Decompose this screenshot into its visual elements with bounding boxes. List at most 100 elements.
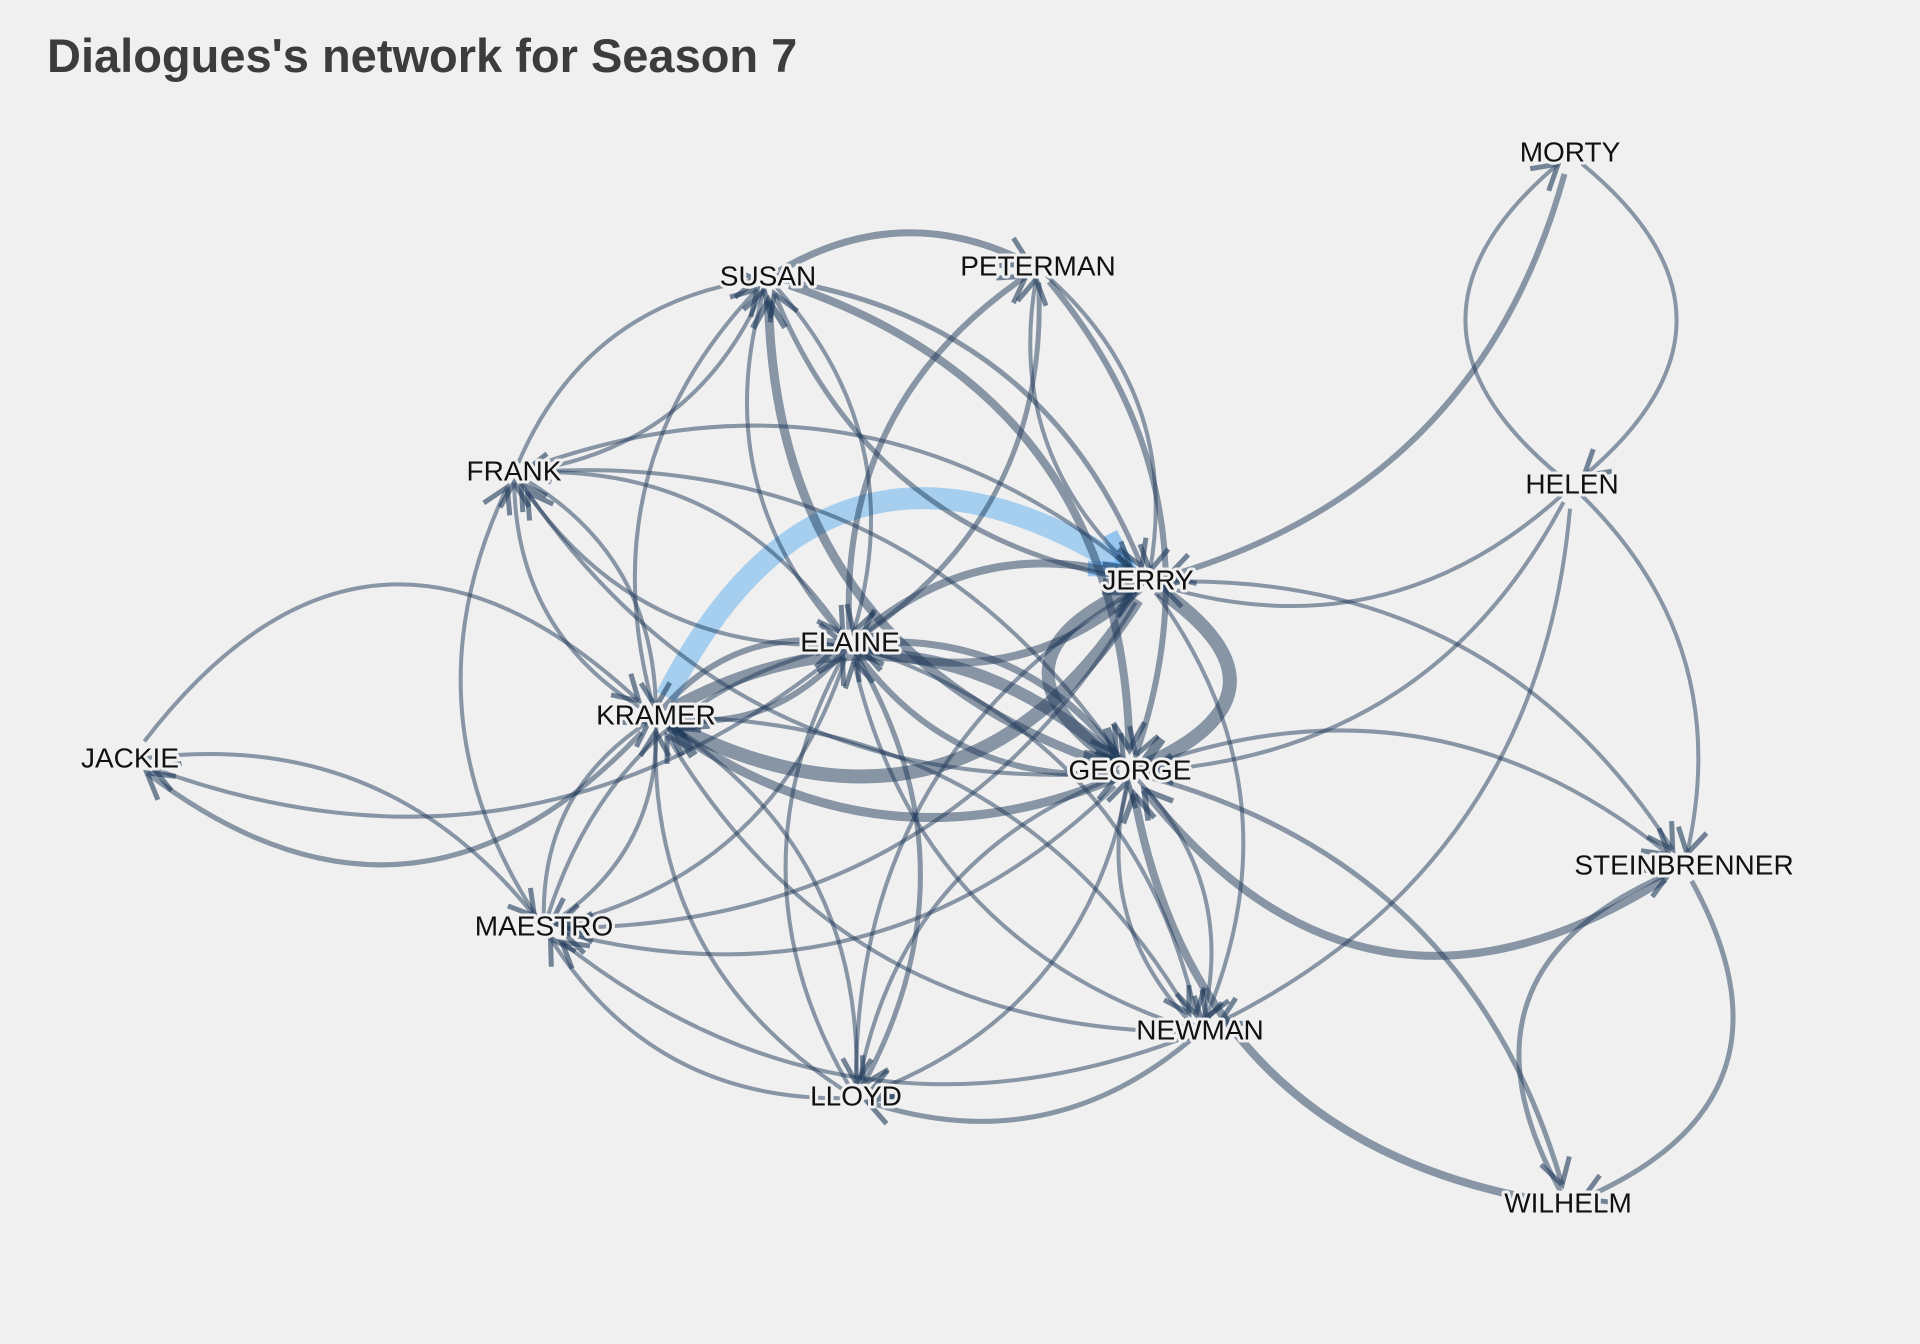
- edge-arrowhead-steinbrenner: [1646, 821, 1676, 854]
- node-label-frank: FRANK: [467, 455, 562, 486]
- edge-kramer-to-newman: [677, 715, 1191, 1015]
- edge-arrowhead-newman: [1215, 996, 1249, 1027]
- edge-arrowhead-elaine: [816, 604, 846, 638]
- edge-arrowhead-george: [1089, 724, 1120, 757]
- edge-arrowhead-frank: [482, 482, 513, 516]
- node-label-susan: SUSAN: [720, 260, 816, 291]
- edge-peterman-to-jerry: [1045, 274, 1158, 572]
- edge-frank-to-george: [537, 468, 1119, 754]
- edge-arrowhead-george: [1094, 732, 1127, 768]
- edge-jerry-to-newman: [1155, 593, 1246, 1019]
- edge-arrowhead-peterman: [999, 236, 1035, 269]
- edge-newman-to-george: [1116, 780, 1195, 1027]
- edge-arrowhead-morty: [1529, 160, 1562, 192]
- edge-peterman-to-george: [1046, 279, 1169, 757]
- node-label-helen: HELEN: [1525, 468, 1618, 499]
- edge-morty-to-jerry: [1167, 173, 1568, 580]
- edge-arrowhead-newman: [1162, 985, 1192, 1018]
- edge-susan-to-elaine: [775, 286, 874, 633]
- edge-arrowhead-lloyd: [859, 1055, 890, 1089]
- node-label-jerry: JERRY: [1102, 564, 1194, 595]
- edge-arrowhead-george: [1110, 721, 1148, 756]
- edge-arrowhead-lloyd: [862, 1093, 897, 1126]
- edge-newman-to-lloyd: [866, 1037, 1193, 1124]
- edge-kramer-to-lloyd: [667, 723, 859, 1084]
- page-title: Dialogues's network for Season 7: [47, 29, 798, 82]
- edge-arrowhead-peterman: [1015, 274, 1049, 307]
- node-label-morty: MORTY: [1520, 136, 1621, 167]
- edge-morty-to-helen: [1580, 162, 1679, 478]
- edge-arrowhead-frank: [518, 479, 548, 513]
- edge-arrowhead-elaine: [816, 653, 847, 687]
- edge-arrowhead-jerry: [1102, 540, 1135, 572]
- edge-george-to-steinbrenner: [1147, 728, 1671, 857]
- edge-jerry-to-peterman: [1028, 278, 1141, 576]
- node-label-george: GEORGE: [1069, 754, 1192, 785]
- edge-arrowhead-maestro: [546, 897, 580, 927]
- edge-arrowhead-wilhelm: [1539, 1155, 1572, 1190]
- edge-susan-to-jerry: [784, 278, 1145, 568]
- edge-lloyd-to-maestro: [548, 937, 844, 1101]
- edge-arrowhead-wilhelm: [1578, 1173, 1612, 1205]
- edge-arrowhead-susan: [729, 266, 762, 300]
- edge-kramer-to-jerry: [656, 487, 1135, 702]
- node-label-jackie: JACKIE: [81, 742, 179, 773]
- edge-arrowhead-kramer: [620, 718, 654, 748]
- node-label-lloyd: LLOYD: [810, 1080, 902, 1111]
- edge-arrowhead-jackie: [148, 761, 182, 793]
- node-label-peterman: PETERMAN: [960, 250, 1116, 281]
- edge-frank-to-jerry: [534, 423, 1133, 570]
- edge-jerry-to-steinbrenner: [1168, 579, 1675, 851]
- edge-lloyd-to-george: [856, 775, 1118, 1084]
- edge-frank-to-susan: [516, 277, 758, 464]
- edge-george-to-wilhelm: [1149, 775, 1565, 1186]
- node-label-maestro: MAESTRO: [475, 910, 613, 941]
- edge-susan-to-george: [787, 281, 1134, 750]
- edge-arrowhead-peterman: [996, 273, 1031, 305]
- edge-arrowhead-maestro: [507, 887, 538, 920]
- edge-jerry-to-george: [1137, 582, 1237, 774]
- edge-susan-to-peterman: [774, 229, 1032, 277]
- edge-george-to-lloyd: [868, 786, 1130, 1095]
- edge-helen-to-george: [1147, 501, 1566, 773]
- edge-steinbrenner-to-wilhelm: [1581, 879, 1736, 1201]
- edge-arrowhead-george: [1106, 776, 1139, 809]
- edge-jerry-to-elaine: [858, 585, 1143, 667]
- edge-jackie-to-maestro: [144, 751, 536, 918]
- edge-lloyd-to-jerry: [854, 590, 1132, 1078]
- node-label-kramer: KRAMER: [596, 699, 716, 730]
- edge-arrowhead-helen: [1580, 448, 1613, 480]
- edge-arrowhead-kramer: [664, 731, 694, 764]
- edge-arrowhead-elaine: [857, 608, 892, 639]
- edge-elaine-to-peterman: [845, 273, 1028, 630]
- edge-george-to-newman: [1135, 777, 1214, 1024]
- edge-elaine-to-maestro: [557, 657, 848, 927]
- edge-arrowhead-steinbrenner: [1676, 825, 1709, 859]
- edge-arrowhead-maestro: [547, 934, 577, 967]
- edge-lloyd-to-elaine: [783, 656, 850, 1086]
- edge-arrowhead-kramer: [638, 681, 673, 713]
- edge-arrowhead-jerry: [1102, 590, 1135, 619]
- edge-arrowhead-george: [1087, 769, 1121, 801]
- edge-kramer-to-susan: [632, 287, 759, 703]
- edge-kramer-to-frank: [512, 482, 649, 714]
- edge-jackie-to-kramer: [142, 582, 641, 743]
- edge-arrowhead-elaine: [808, 636, 841, 669]
- edge-arrowhead-steinbrenner: [1640, 867, 1674, 899]
- edge-arrowhead-kramer: [610, 673, 643, 705]
- edge-jerry-to-susan: [771, 292, 1132, 582]
- edge-maestro-to-kramer: [541, 719, 651, 920]
- edge-helen-to-steinbrenner: [1580, 494, 1701, 855]
- edge-jerry-to-maestro: [567, 601, 1138, 930]
- node-label-wilhelm: WILHELM: [1504, 1187, 1632, 1218]
- node-label-steinbrenner: STEINBRENNER: [1574, 849, 1793, 880]
- edge-arrowhead-george: [1127, 725, 1160, 760]
- edge-frank-to-elaine: [526, 470, 845, 635]
- edge-arrowhead-lloyd: [840, 1057, 874, 1089]
- edge-wilhelm-to-steinbrenner: [1516, 871, 1671, 1193]
- edge-arrowhead-steinbrenner: [1640, 827, 1673, 858]
- edge-elaine-to-susan: [744, 289, 843, 636]
- nodes-layer: MORTY SUSAN PETERMAN FRANK HELEN JERRY ELAINE K…: [78, 133, 1797, 1221]
- edge-newman-to-kramer: [665, 734, 1179, 1034]
- edge-lloyd-to-kramer: [653, 731, 845, 1092]
